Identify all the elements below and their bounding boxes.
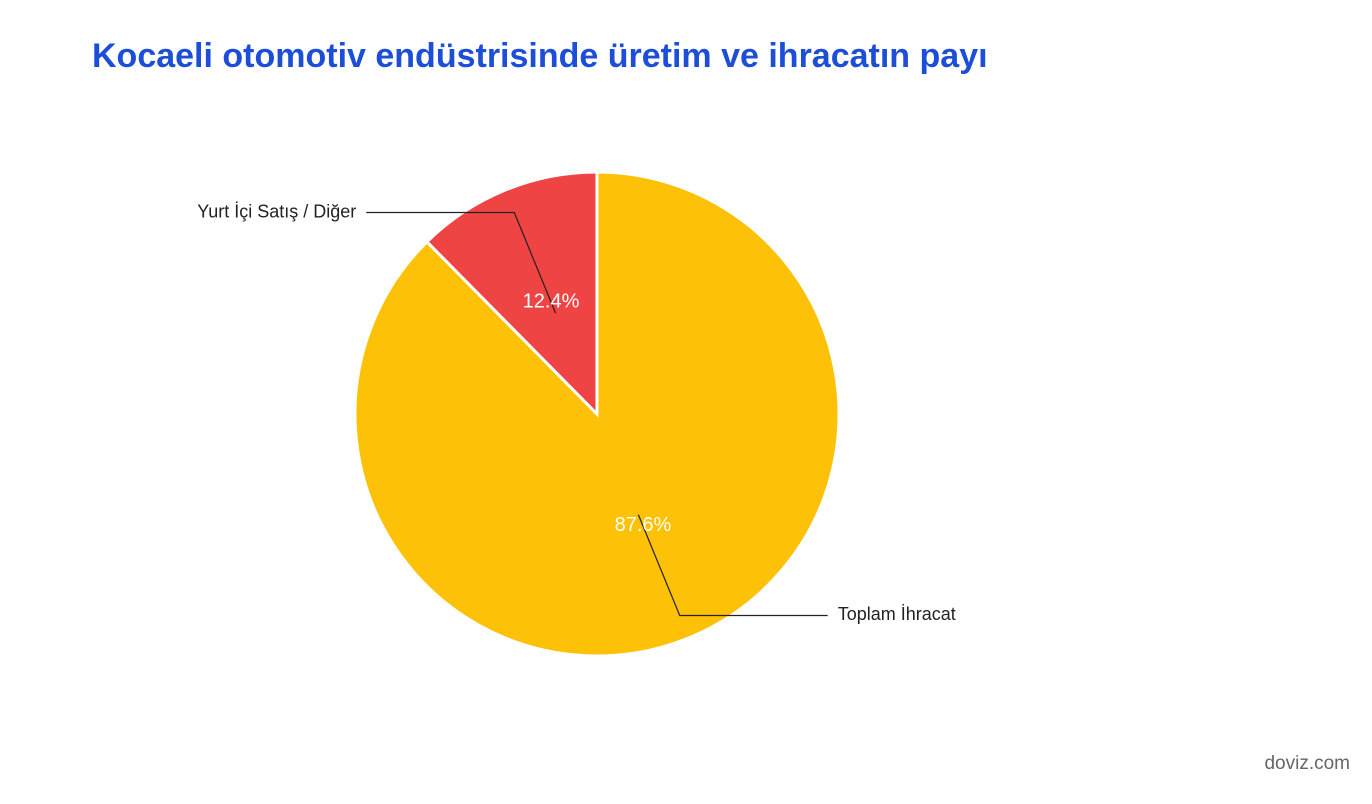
watermark: doviz.com: [1264, 753, 1350, 774]
chart-title: Kocaeli otomotiv endüstrisinde üretim ve…: [92, 37, 988, 75]
category-label: Toplam İhracat: [838, 604, 956, 624]
slice-label: 87.6%: [615, 514, 672, 536]
pie-slice: [424, 170, 599, 418]
leader-line: [366, 211, 557, 314]
category-label: Yurt İçi Satış / Diğer: [197, 201, 356, 221]
leader-line: [637, 514, 828, 617]
slice-label: 12.4%: [523, 290, 580, 312]
